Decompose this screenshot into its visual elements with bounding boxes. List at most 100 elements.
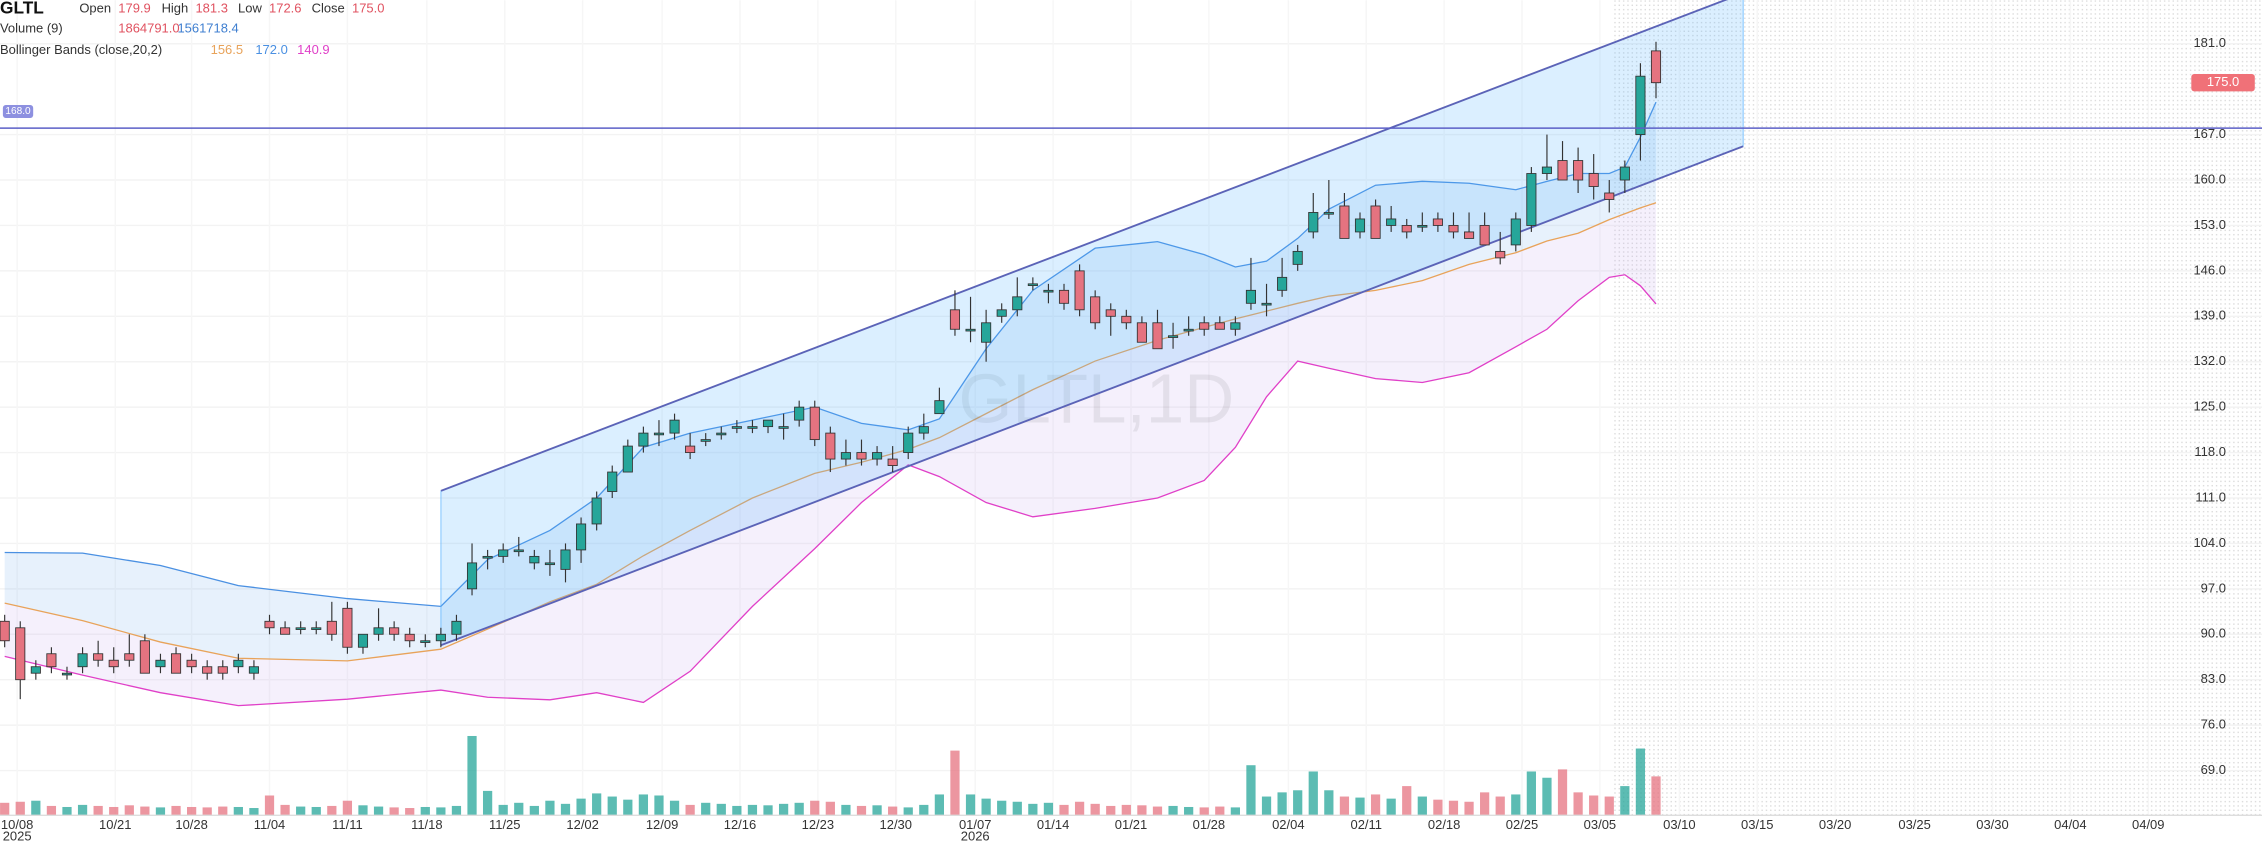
candle-body	[77, 653, 88, 668]
volume-bar	[1090, 803, 1100, 816]
volume-bar	[420, 806, 430, 816]
hline-label: 168.0	[5, 106, 31, 117]
y-tick-label: 167.0	[2193, 126, 2225, 141]
volume-bar	[1511, 794, 1521, 816]
x-tick-label: 02/25	[1506, 817, 1538, 832]
volume-bar	[965, 794, 976, 816]
volume-bar	[872, 805, 882, 816]
candle-body	[1277, 276, 1288, 291]
candle-body	[46, 653, 57, 668]
candle-body	[856, 452, 867, 460]
bollinger-middle	[4, 202, 1657, 662]
candle-body	[155, 659, 166, 668]
volume-bar	[1059, 804, 1069, 816]
volume-bar	[1448, 800, 1459, 816]
candle-body	[1323, 212, 1334, 215]
volume-bar	[1106, 805, 1116, 816]
candle-body	[15, 627, 26, 681]
candle-body	[1417, 225, 1428, 228]
candle-body	[1370, 205, 1381, 239]
x-tick-label: 11/18	[411, 817, 443, 832]
ohlc-value: 172.6	[269, 0, 301, 15]
candle-body	[731, 426, 742, 429]
candle-body	[1121, 315, 1132, 324]
y-tick-label: 97.0	[2201, 580, 2226, 595]
candle-body	[342, 607, 353, 648]
y-tick-label: 153.0	[2193, 217, 2225, 232]
candle-body	[1261, 302, 1272, 306]
y-tick-label: 118.0	[2194, 444, 2226, 459]
volume-bar	[560, 803, 571, 816]
bollinger-value: 156.5	[211, 42, 243, 57]
candle-body	[872, 452, 883, 460]
candle-body	[1058, 289, 1070, 304]
volume-bar	[1152, 806, 1163, 816]
candle-body	[295, 627, 306, 630]
y-tick-label: 132.0	[2193, 353, 2225, 368]
candle-body	[1401, 225, 1412, 233]
ohlc-value: 175.0	[352, 0, 384, 15]
ohlc-value: 179.9	[118, 0, 150, 15]
candle-body	[887, 458, 898, 466]
candle-body	[544, 562, 555, 566]
ohlc-label: High	[162, 0, 189, 15]
candle-body	[1432, 218, 1443, 226]
ohlc-label: Open	[79, 0, 111, 15]
volume-bar	[763, 805, 773, 816]
candle-body	[1619, 166, 1630, 181]
y-tick-label: 160.0	[2193, 171, 2225, 186]
volume-bar	[264, 795, 275, 816]
volume-bar	[1215, 806, 1225, 816]
candle-body	[1183, 328, 1194, 332]
candle-body	[1105, 309, 1116, 317]
volume-bar	[1355, 797, 1365, 816]
hline-badge	[2, 105, 34, 119]
x-tick-label: 04/04	[2054, 817, 2086, 832]
volume-bar	[296, 806, 306, 816]
candle-body	[170, 653, 182, 674]
candle-body	[825, 432, 836, 460]
candle-body	[685, 445, 696, 454]
volume-bar	[1137, 805, 1147, 816]
band-fill-upper	[4, 102, 1656, 661]
volume-bar	[186, 806, 197, 816]
volume-bar	[0, 802, 10, 816]
volume-bar	[451, 805, 462, 816]
last-price-badge	[2191, 74, 2255, 92]
candle-body	[747, 426, 758, 429]
candle-body	[61, 672, 73, 676]
volume-bar	[1324, 790, 1334, 816]
volume-bar	[981, 798, 991, 816]
ohlc-value: 181.3	[195, 0, 227, 15]
candle-body	[1557, 160, 1568, 181]
candle-body	[124, 653, 135, 661]
x-tick-label: 03/25	[1898, 817, 1930, 832]
candle-body	[576, 523, 587, 551]
x-tick-label: 10/28	[175, 817, 207, 832]
volume-bar	[342, 800, 353, 816]
candle-body	[794, 406, 805, 421]
candle-body	[311, 627, 322, 630]
volume-bar	[638, 794, 649, 816]
candle-body	[1012, 296, 1023, 311]
candle-body	[1152, 322, 1163, 350]
candle-body	[466, 562, 478, 590]
volume-bar	[1620, 786, 1630, 816]
volume-bar	[856, 805, 867, 816]
channel-lower	[440, 145, 1744, 647]
volume-bar	[498, 804, 508, 816]
candle-body	[669, 419, 680, 434]
candle-body	[482, 555, 493, 559]
candle-body	[653, 432, 665, 436]
candle-body	[1168, 335, 1179, 338]
candle-body	[1292, 250, 1303, 265]
candle-body	[326, 620, 337, 635]
candle-body	[560, 549, 571, 570]
volume-bar	[249, 808, 259, 816]
x-tick-label: 02/18	[1428, 817, 1460, 832]
candle-body	[1650, 50, 1662, 84]
candle-body	[1510, 218, 1521, 246]
candle-body	[498, 549, 509, 557]
